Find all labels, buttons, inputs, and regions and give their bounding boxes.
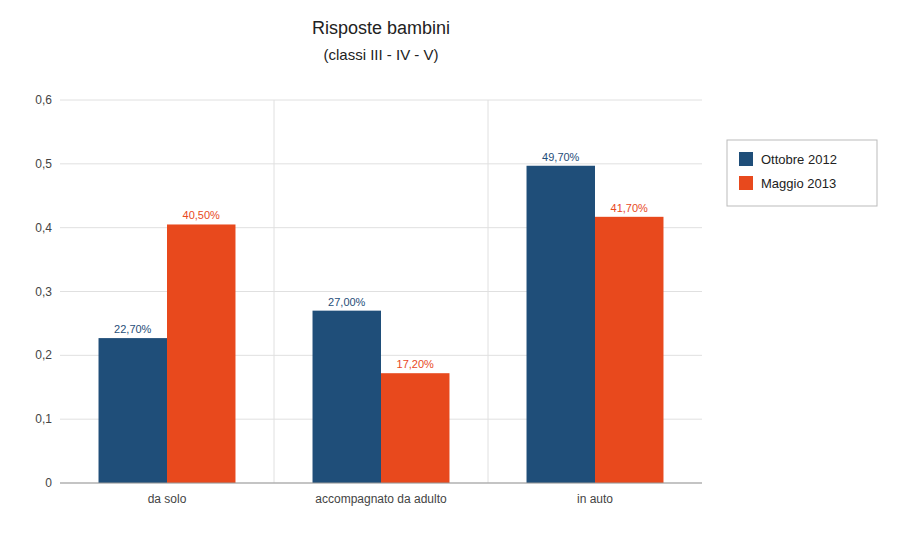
y-tick-label: 0,1 [35, 412, 52, 426]
grid-line [60, 483, 702, 484]
x-tick-label: da solo [148, 492, 187, 506]
grid-line [60, 163, 702, 164]
bar [313, 311, 381, 483]
data-label: 40,50% [183, 209, 221, 221]
bars [99, 166, 664, 483]
legend-label: Ottobre 2012 [761, 152, 837, 167]
title: Risposte bambini [312, 18, 450, 38]
y-tick-label: 0 [45, 476, 52, 490]
y-tick-label: 0,3 [35, 285, 52, 299]
data-label: 27,00% [328, 296, 366, 308]
bar [527, 166, 595, 483]
grid [60, 100, 702, 483]
legend-frame [727, 140, 877, 206]
bar [595, 217, 663, 483]
data-label: 17,20% [397, 358, 435, 370]
chart: Risposte bambini (classi III - IV - V) 0 0,… [0, 0, 902, 533]
data-label: 41,70% [611, 202, 649, 214]
y-axis: 0 0,1 0,2 0,3 0,4 0,5 0,6 [35, 93, 52, 490]
group-separator [488, 100, 489, 483]
legend-swatch [739, 176, 753, 190]
legend-swatch [739, 152, 753, 166]
y-tick-label: 0,5 [35, 157, 52, 171]
subtitle: (classi III - IV - V) [323, 46, 438, 63]
bar [381, 373, 449, 483]
grid-line [60, 100, 702, 101]
legend: Ottobre 2012 Maggio 2013 [727, 140, 877, 206]
data-label: 49,70% [542, 151, 580, 163]
data-label: 22,70% [114, 323, 152, 335]
x-tick-label: accompagnato da adulto [315, 492, 447, 506]
x-axis: da solo accompagnato da adulto in auto [148, 492, 614, 506]
x-tick-label: in auto [577, 492, 613, 506]
y-tick-label: 0,4 [35, 221, 52, 235]
bar [167, 224, 235, 483]
y-tick-label: 0,6 [35, 93, 52, 107]
data-labels: 22,70% 27,00% 49,70% 40,50% 17,20% 41,70% [114, 151, 648, 370]
group-separator [274, 100, 275, 483]
x-axis-line [60, 483, 702, 484]
legend-label: Maggio 2013 [761, 176, 836, 191]
bar [99, 338, 167, 483]
y-tick-label: 0,2 [35, 348, 52, 362]
